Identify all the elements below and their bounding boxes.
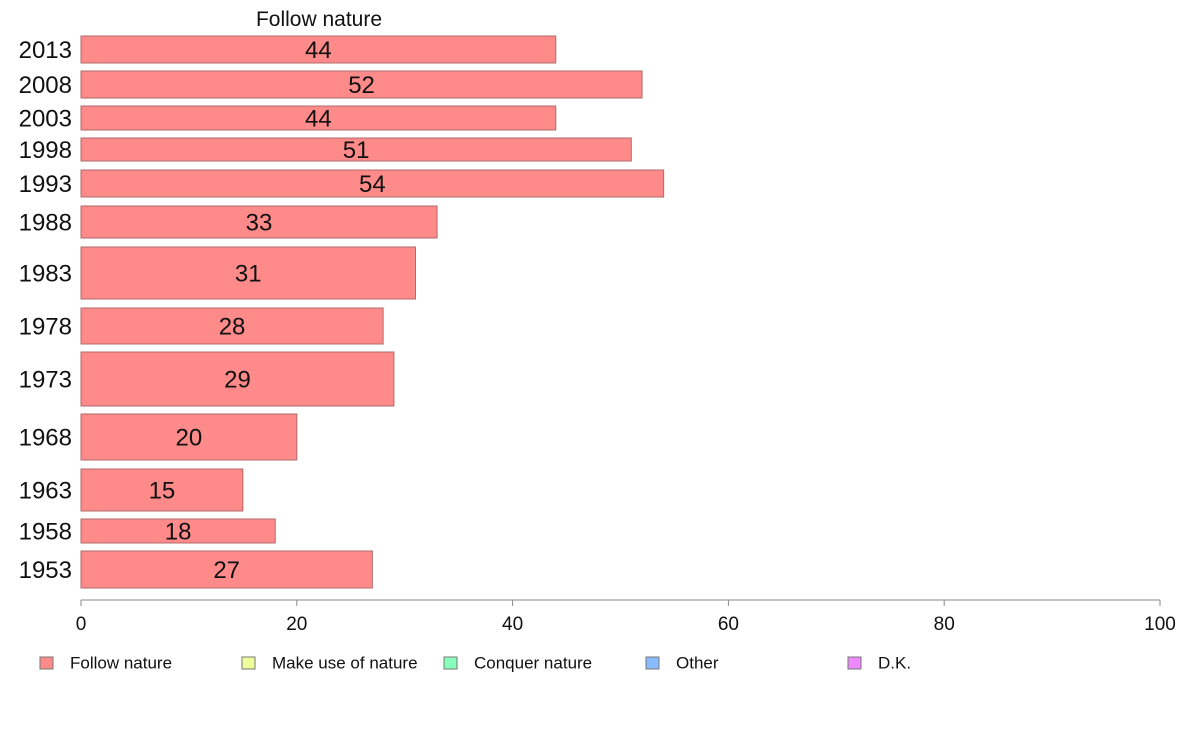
chart-title: Follow nature	[256, 8, 382, 31]
bar-value-label-1993: 54	[359, 171, 386, 198]
bar-1983	[80, 246, 416, 300]
x-tick-label-100: 100	[1144, 614, 1176, 635]
bar-2013	[80, 35, 557, 64]
x-axis: 0 20 40 60 80 100	[76, 599, 1176, 635]
category-label-1963: 1963	[19, 478, 72, 505]
category-label-1993: 1993	[19, 171, 72, 198]
bar-1988	[80, 205, 438, 239]
bar-2003	[80, 105, 557, 131]
x-tick-label-60: 60	[718, 614, 739, 635]
bar-2008	[80, 70, 643, 99]
legend-swatch-make-use-of-nature	[241, 656, 256, 670]
bars-group: 44 2013 52 2008 44 2003 51 1998 54 1993 33 1988 31 19…	[19, 35, 665, 589]
bar-value-label-1963: 15	[149, 478, 176, 505]
x-tick-label-40: 40	[502, 614, 523, 635]
legend-label-follow-nature: Follow nature	[70, 654, 172, 673]
legend-swatch-conquer-nature	[443, 656, 458, 670]
bar-1998	[80, 137, 632, 162]
legend-swatch-other	[645, 656, 660, 670]
bar-1953	[80, 550, 373, 589]
bar-1958	[80, 518, 276, 544]
bar-value-label-2008: 52	[348, 72, 375, 99]
category-label-2003: 2003	[19, 106, 72, 133]
legend-label-d-k: D.K.	[878, 654, 911, 673]
bar-1973	[80, 351, 395, 407]
category-label-1958: 1958	[19, 519, 72, 546]
category-label-1973: 1973	[19, 367, 72, 394]
bar-value-label-1953: 27	[213, 557, 240, 584]
bar-value-label-1958: 18	[165, 519, 192, 546]
bar-value-label-2003: 44	[305, 106, 332, 133]
bar-1963	[80, 468, 244, 512]
category-label-1953: 1953	[19, 557, 72, 584]
legend-swatch-d-k	[847, 656, 862, 670]
category-label-2013: 2013	[19, 37, 72, 64]
bar-value-label-1998: 51	[343, 137, 370, 164]
category-label-1983: 1983	[19, 261, 72, 288]
bar-1968	[80, 413, 298, 461]
category-label-1978: 1978	[19, 314, 72, 341]
x-tick-label-80: 80	[934, 614, 955, 635]
bar-value-label-1968: 20	[176, 425, 203, 452]
legend-label-make-use-of-nature: Make use of nature	[272, 654, 418, 673]
category-label-1968: 1968	[19, 425, 72, 452]
bar-value-label-1978: 28	[219, 314, 246, 341]
category-label-2008: 2008	[19, 72, 72, 99]
legend-swatch-follow-nature	[39, 656, 54, 670]
category-label-1988: 1988	[19, 210, 72, 237]
bar-value-label-1973: 29	[224, 367, 251, 394]
x-tick-label-0: 0	[76, 614, 87, 635]
bar-value-label-1988: 33	[246, 210, 273, 237]
x-tick-label-20: 20	[286, 614, 307, 635]
category-label-1998: 1998	[19, 137, 72, 164]
bar-1993	[80, 169, 665, 198]
bar-value-label-2013: 44	[305, 37, 332, 64]
legend: Follow nature Make use of nature Conquer n…	[39, 654, 911, 673]
legend-label-other: Other	[676, 654, 719, 673]
bar-value-label-1983: 31	[235, 261, 262, 288]
bar-1978	[80, 307, 384, 345]
legend-label-conquer-nature: Conquer nature	[474, 654, 592, 673]
